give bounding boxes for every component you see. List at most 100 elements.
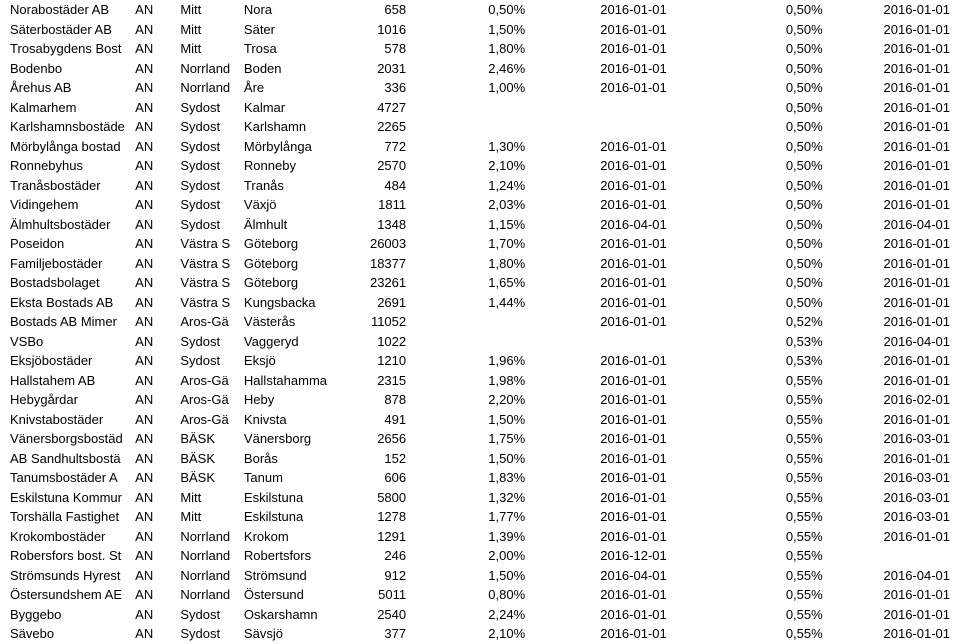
cell-company: Vänersborgsbostäd <box>8 429 133 449</box>
cell-company: Krokombostäder <box>8 527 133 547</box>
cell-company: Karlshamnsbostäde <box>8 117 133 137</box>
table-row: Torshälla FastighetANMittEskilstuna12781… <box>8 507 952 527</box>
cell-city: Åre <box>242 78 336 98</box>
cell-pct2: 0,53% <box>669 332 825 352</box>
cell-type: AN <box>133 624 178 644</box>
cell-units: 377 <box>336 624 408 644</box>
cell-region: Aros-Gä <box>178 410 242 430</box>
cell-units: 2315 <box>336 371 408 391</box>
cell-city: Heby <box>242 390 336 410</box>
cell-pct2: 0,55% <box>669 410 825 430</box>
cell-type: AN <box>133 59 178 79</box>
cell-pct2: 0,50% <box>669 117 825 137</box>
cell-date1: 2016-01-01 <box>527 234 669 254</box>
cell-region: Västra S <box>178 273 242 293</box>
cell-date2: 2016-03-01 <box>825 507 952 527</box>
cell-date1: 2016-01-01 <box>527 254 669 274</box>
cell-type: AN <box>133 468 178 488</box>
cell-units: 772 <box>336 137 408 157</box>
cell-pct2: 0,55% <box>669 507 825 527</box>
table-row: ÄlmhultsbostäderANSydostÄlmhult13481,15%… <box>8 215 952 235</box>
cell-date1: 2016-01-01 <box>527 59 669 79</box>
cell-type: AN <box>133 605 178 625</box>
cell-city: Göteborg <box>242 254 336 274</box>
cell-pct2: 0,50% <box>669 39 825 59</box>
cell-pct2: 0,55% <box>669 468 825 488</box>
cell-city: Vänersborg <box>242 429 336 449</box>
cell-pct1: 2,46% <box>408 59 527 79</box>
cell-type: AN <box>133 215 178 235</box>
cell-pct2: 0,55% <box>669 546 825 566</box>
cell-city: Östersund <box>242 585 336 605</box>
cell-type: AN <box>133 195 178 215</box>
cell-pct2: 0,50% <box>669 234 825 254</box>
cell-date1: 2016-01-01 <box>527 468 669 488</box>
cell-units: 11052 <box>336 312 408 332</box>
cell-type: AN <box>133 507 178 527</box>
cell-date1: 2016-01-01 <box>527 351 669 371</box>
cell-units: 152 <box>336 449 408 469</box>
cell-date1: 2016-01-01 <box>527 624 669 644</box>
cell-pct1: 1,50% <box>408 449 527 469</box>
cell-units: 2656 <box>336 429 408 449</box>
cell-date2: 2016-01-01 <box>825 98 952 118</box>
cell-pct1: 1,24% <box>408 176 527 196</box>
cell-region: Aros-Gä <box>178 390 242 410</box>
cell-region: Mitt <box>178 20 242 40</box>
table-row: Tanumsbostäder AANBÄSKTanum6061,83%2016-… <box>8 468 952 488</box>
cell-pct1: 1,98% <box>408 371 527 391</box>
table-row: HebygårdarANAros-GäHeby8782,20%2016-01-0… <box>8 390 952 410</box>
cell-pct1 <box>408 117 527 137</box>
cell-city: Nora <box>242 0 336 20</box>
cell-pct2: 0,55% <box>669 527 825 547</box>
cell-city: Sävsjö <box>242 624 336 644</box>
cell-region: Västra S <box>178 293 242 313</box>
cell-type: AN <box>133 390 178 410</box>
table-row: Eskilstuna KommurANMittEskilstuna58001,3… <box>8 488 952 508</box>
cell-pct2: 0,50% <box>669 254 825 274</box>
cell-date2: 2016-01-01 <box>825 312 952 332</box>
cell-city: Borås <box>242 449 336 469</box>
cell-pct1: 2,03% <box>408 195 527 215</box>
table-row: Robersfors bost. StANNorrlandRobertsfors… <box>8 546 952 566</box>
cell-company: Hebygårdar <box>8 390 133 410</box>
cell-company: Familjebostäder <box>8 254 133 274</box>
cell-company: AB Sandhultsbostä <box>8 449 133 469</box>
cell-type: AN <box>133 78 178 98</box>
cell-pct2: 0,55% <box>669 390 825 410</box>
cell-company: Tranåsbostäder <box>8 176 133 196</box>
cell-pct2: 0,50% <box>669 20 825 40</box>
cell-pct1: 1,83% <box>408 468 527 488</box>
cell-type: AN <box>133 332 178 352</box>
cell-units: 4727 <box>336 98 408 118</box>
cell-region: Sydost <box>178 332 242 352</box>
cell-pct2: 0,50% <box>669 156 825 176</box>
cell-city: Kungsbacka <box>242 293 336 313</box>
cell-date1: 2016-01-01 <box>527 410 669 430</box>
cell-date1: 2016-01-01 <box>527 585 669 605</box>
cell-company: Poseidon <box>8 234 133 254</box>
cell-date2: 2016-01-01 <box>825 449 952 469</box>
table-row: RonnebyhusANSydostRonneby25702,10%2016-0… <box>8 156 952 176</box>
cell-company: Kalmarhem <box>8 98 133 118</box>
cell-type: AN <box>133 488 178 508</box>
cell-units: 1278 <box>336 507 408 527</box>
cell-type: AN <box>133 449 178 469</box>
cell-company: Älmhultsbostäder <box>8 215 133 235</box>
cell-type: AN <box>133 566 178 586</box>
cell-region: Västra S <box>178 234 242 254</box>
cell-company: Bostadsbolaget <box>8 273 133 293</box>
table-row: Östersundshem AEANNorrlandÖstersund50110… <box>8 585 952 605</box>
cell-date1: 2016-01-01 <box>527 507 669 527</box>
cell-pct1: 2,24% <box>408 605 527 625</box>
cell-city: Göteborg <box>242 273 336 293</box>
cell-units: 23261 <box>336 273 408 293</box>
cell-date1: 2016-01-01 <box>527 39 669 59</box>
cell-region: Norrland <box>178 546 242 566</box>
cell-date2: 2016-01-01 <box>825 156 952 176</box>
cell-city: Eksjö <box>242 351 336 371</box>
cell-pct2: 0,50% <box>669 59 825 79</box>
cell-units: 1348 <box>336 215 408 235</box>
cell-type: AN <box>133 117 178 137</box>
cell-date1: 2016-01-01 <box>527 429 669 449</box>
